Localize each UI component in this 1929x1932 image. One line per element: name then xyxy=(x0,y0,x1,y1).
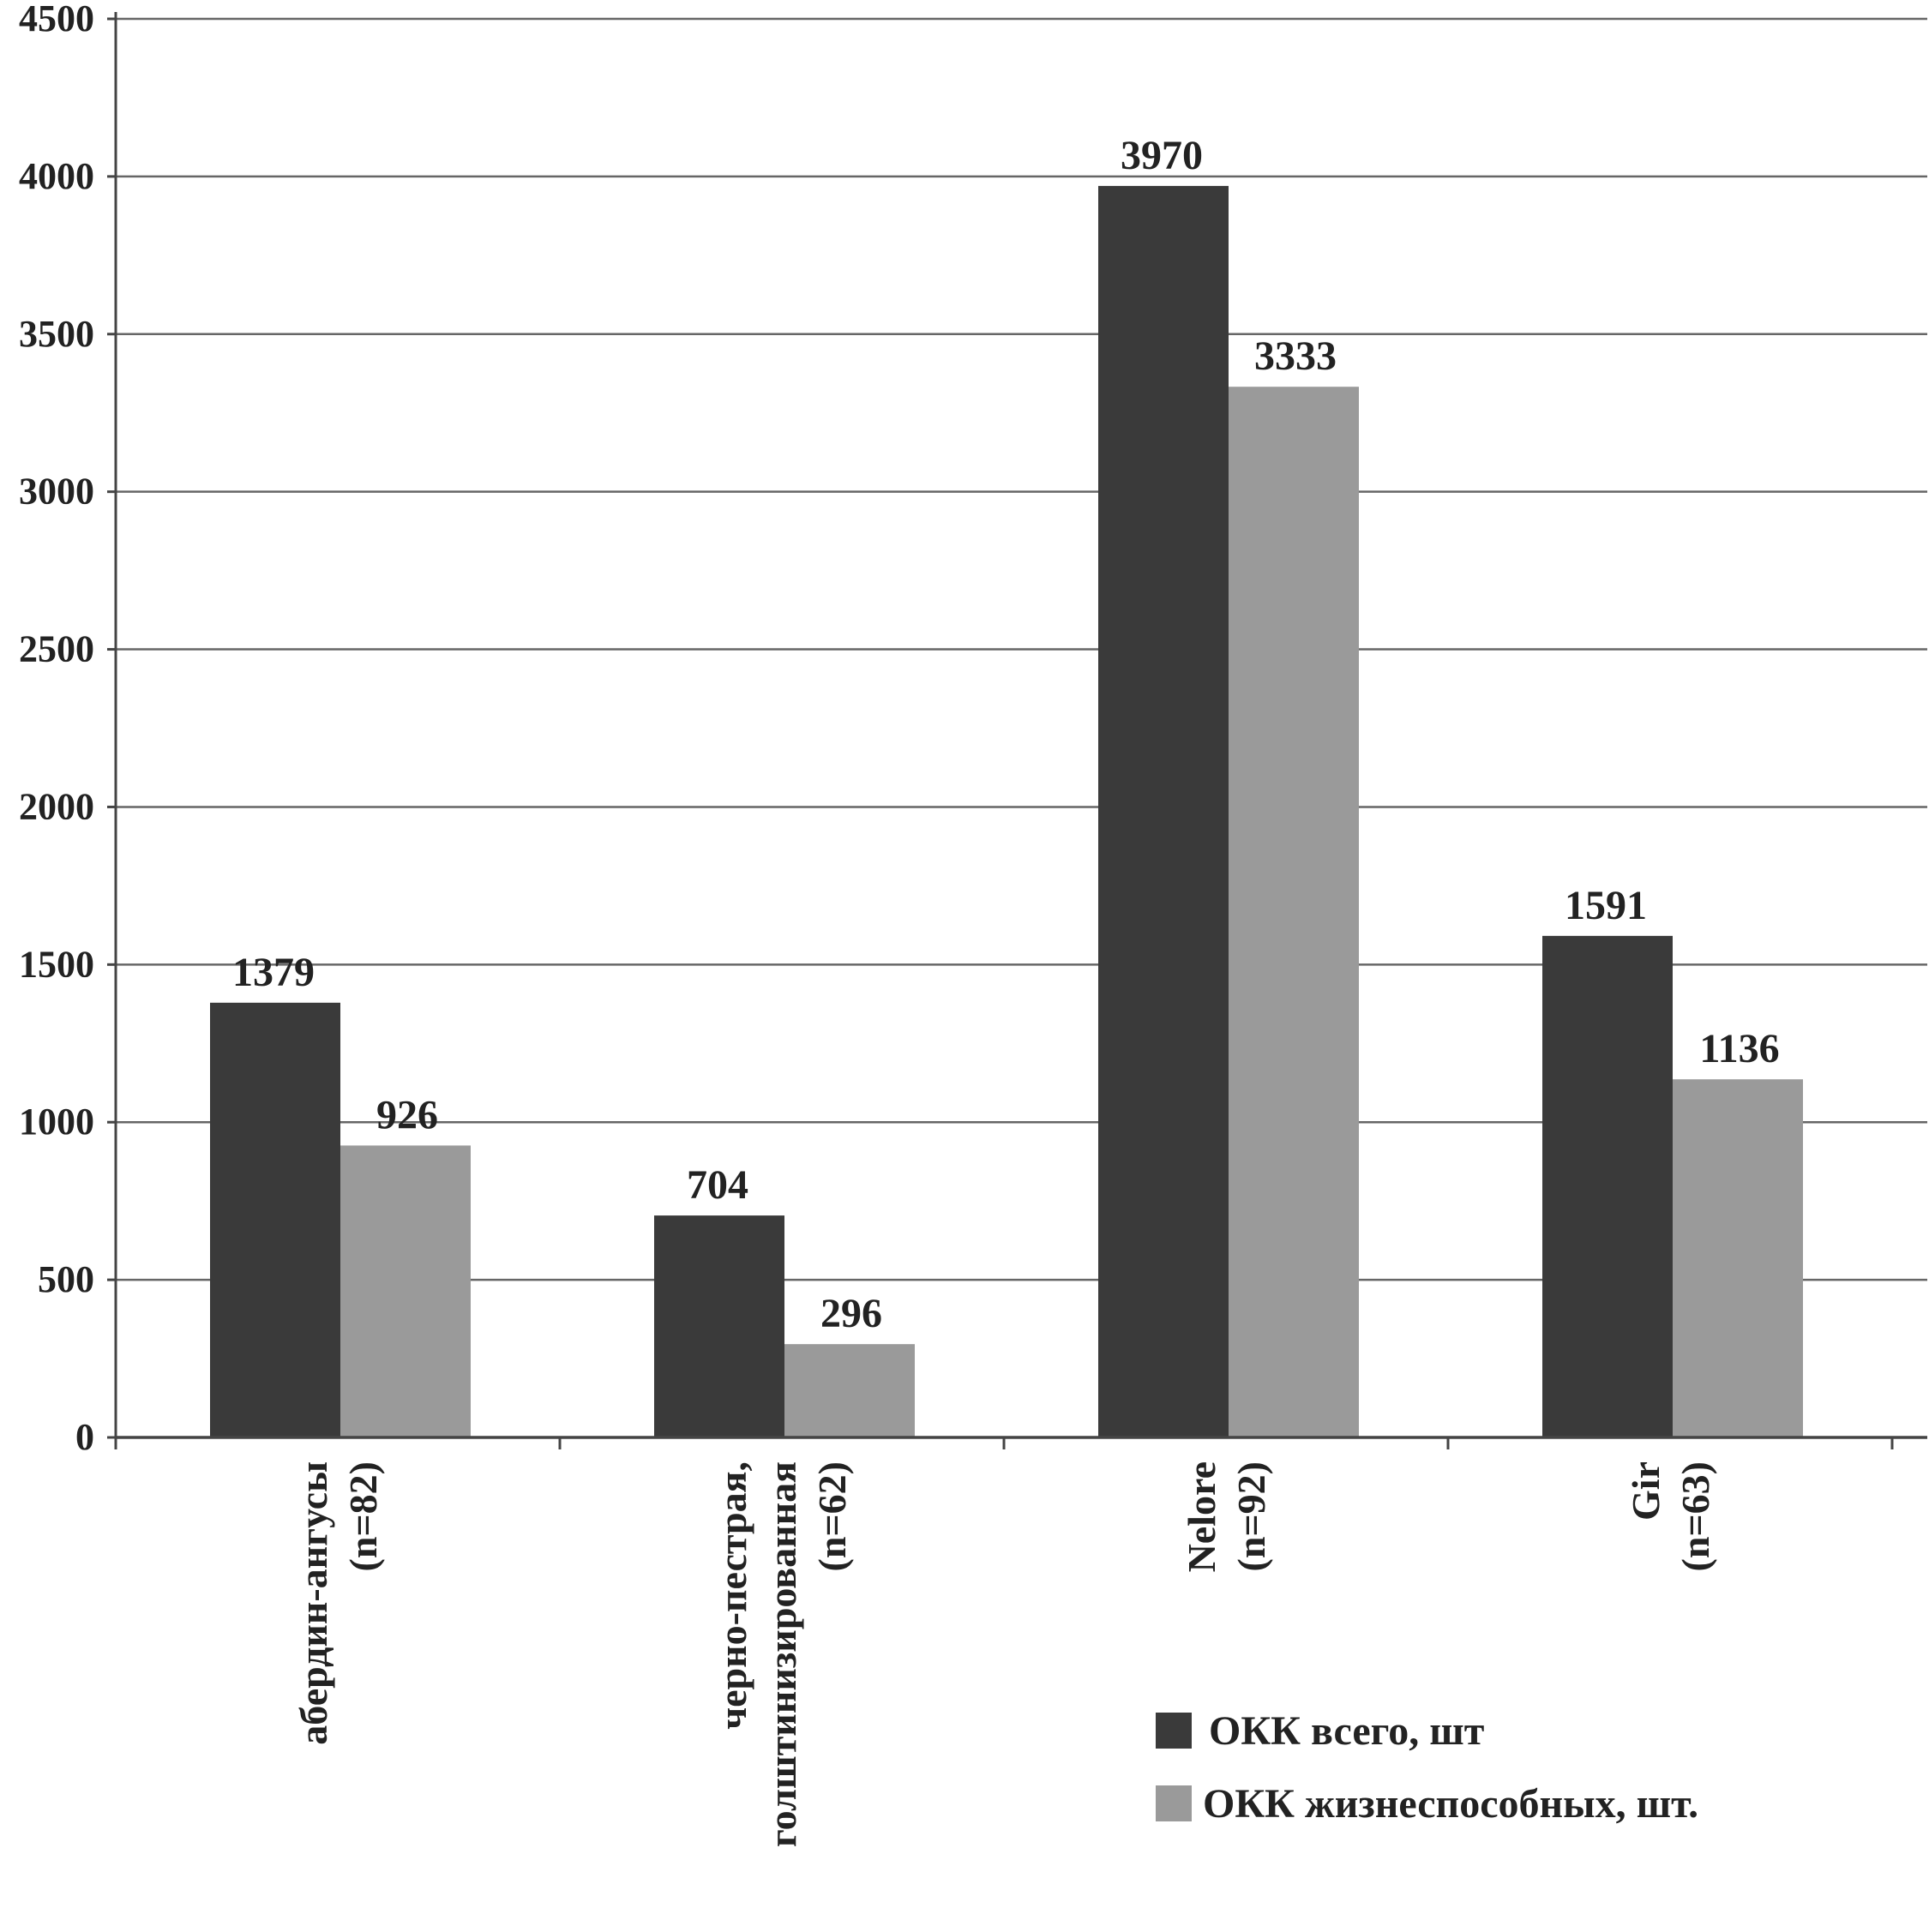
y-tick-label: 2000 xyxy=(19,785,94,827)
bar-total xyxy=(1098,185,1229,1437)
bar-viable xyxy=(784,1344,915,1437)
bar-viable xyxy=(1229,387,1359,1437)
legend-swatch-viable xyxy=(1156,1785,1192,1821)
y-tick-label: 0 xyxy=(75,1416,94,1458)
category-label: абердин-ангусы xyxy=(291,1461,335,1745)
legend-label-viable: ОКК жизнеспособных, шт. xyxy=(1203,1781,1698,1827)
data-label: 704 xyxy=(687,1162,748,1208)
axes xyxy=(114,12,1927,1449)
bar-viable xyxy=(1673,1079,1803,1437)
y-tick-label: 500 xyxy=(38,1258,94,1300)
data-label: 3970 xyxy=(1121,133,1203,178)
gridlines xyxy=(116,17,1927,1281)
data-label: 1591 xyxy=(1565,883,1647,928)
data-label: 296 xyxy=(820,1291,882,1336)
bar-total xyxy=(1542,935,1673,1437)
category-label: (n=92) xyxy=(1229,1461,1273,1571)
data-labels: 1379 704 3970 1591 926 296 3333 1136 xyxy=(232,133,1780,1336)
legend-swatch-total xyxy=(1156,1713,1192,1749)
y-tick-label: 2500 xyxy=(19,628,94,670)
category-label: черно-пестрая, xyxy=(711,1461,754,1730)
category-label: (n=82) xyxy=(341,1461,385,1571)
y-tick-label: 4500 xyxy=(19,0,94,39)
bar-total xyxy=(654,1215,784,1437)
y-axis-ticks: 0 500 1000 1500 2000 2500 3000 3500 4000 4500 xyxy=(19,0,116,1458)
category-label: Gir xyxy=(1624,1461,1668,1521)
legend: ОКК всего, шт ОКК жизнеспособных, шт. xyxy=(1156,1708,1698,1827)
data-label: 1136 xyxy=(1699,1026,1779,1071)
category-label: голштинизированная xyxy=(760,1461,804,1847)
bar-viable xyxy=(340,1145,471,1437)
y-tick-label: 1500 xyxy=(19,943,94,985)
y-tick-label: 1000 xyxy=(19,1101,94,1143)
category-labels: абердин-ангусы (n=82) черно-пестрая, голшти… xyxy=(291,1461,1717,1847)
legend-label-total: ОКК всего, шт xyxy=(1209,1708,1484,1754)
data-label: 1379 xyxy=(232,950,315,995)
y-tick-label: 3000 xyxy=(19,471,94,513)
category-label: (n=63) xyxy=(1674,1461,1717,1571)
category-label: Nelore xyxy=(1180,1461,1223,1572)
y-tick-label: 3500 xyxy=(19,313,94,355)
category-label: (n=62) xyxy=(810,1461,854,1571)
data-label: 3333 xyxy=(1254,333,1337,379)
bar-total xyxy=(210,1002,340,1437)
y-tick-label: 4000 xyxy=(19,155,94,197)
bars xyxy=(210,185,1803,1437)
data-label: 926 xyxy=(376,1092,438,1137)
